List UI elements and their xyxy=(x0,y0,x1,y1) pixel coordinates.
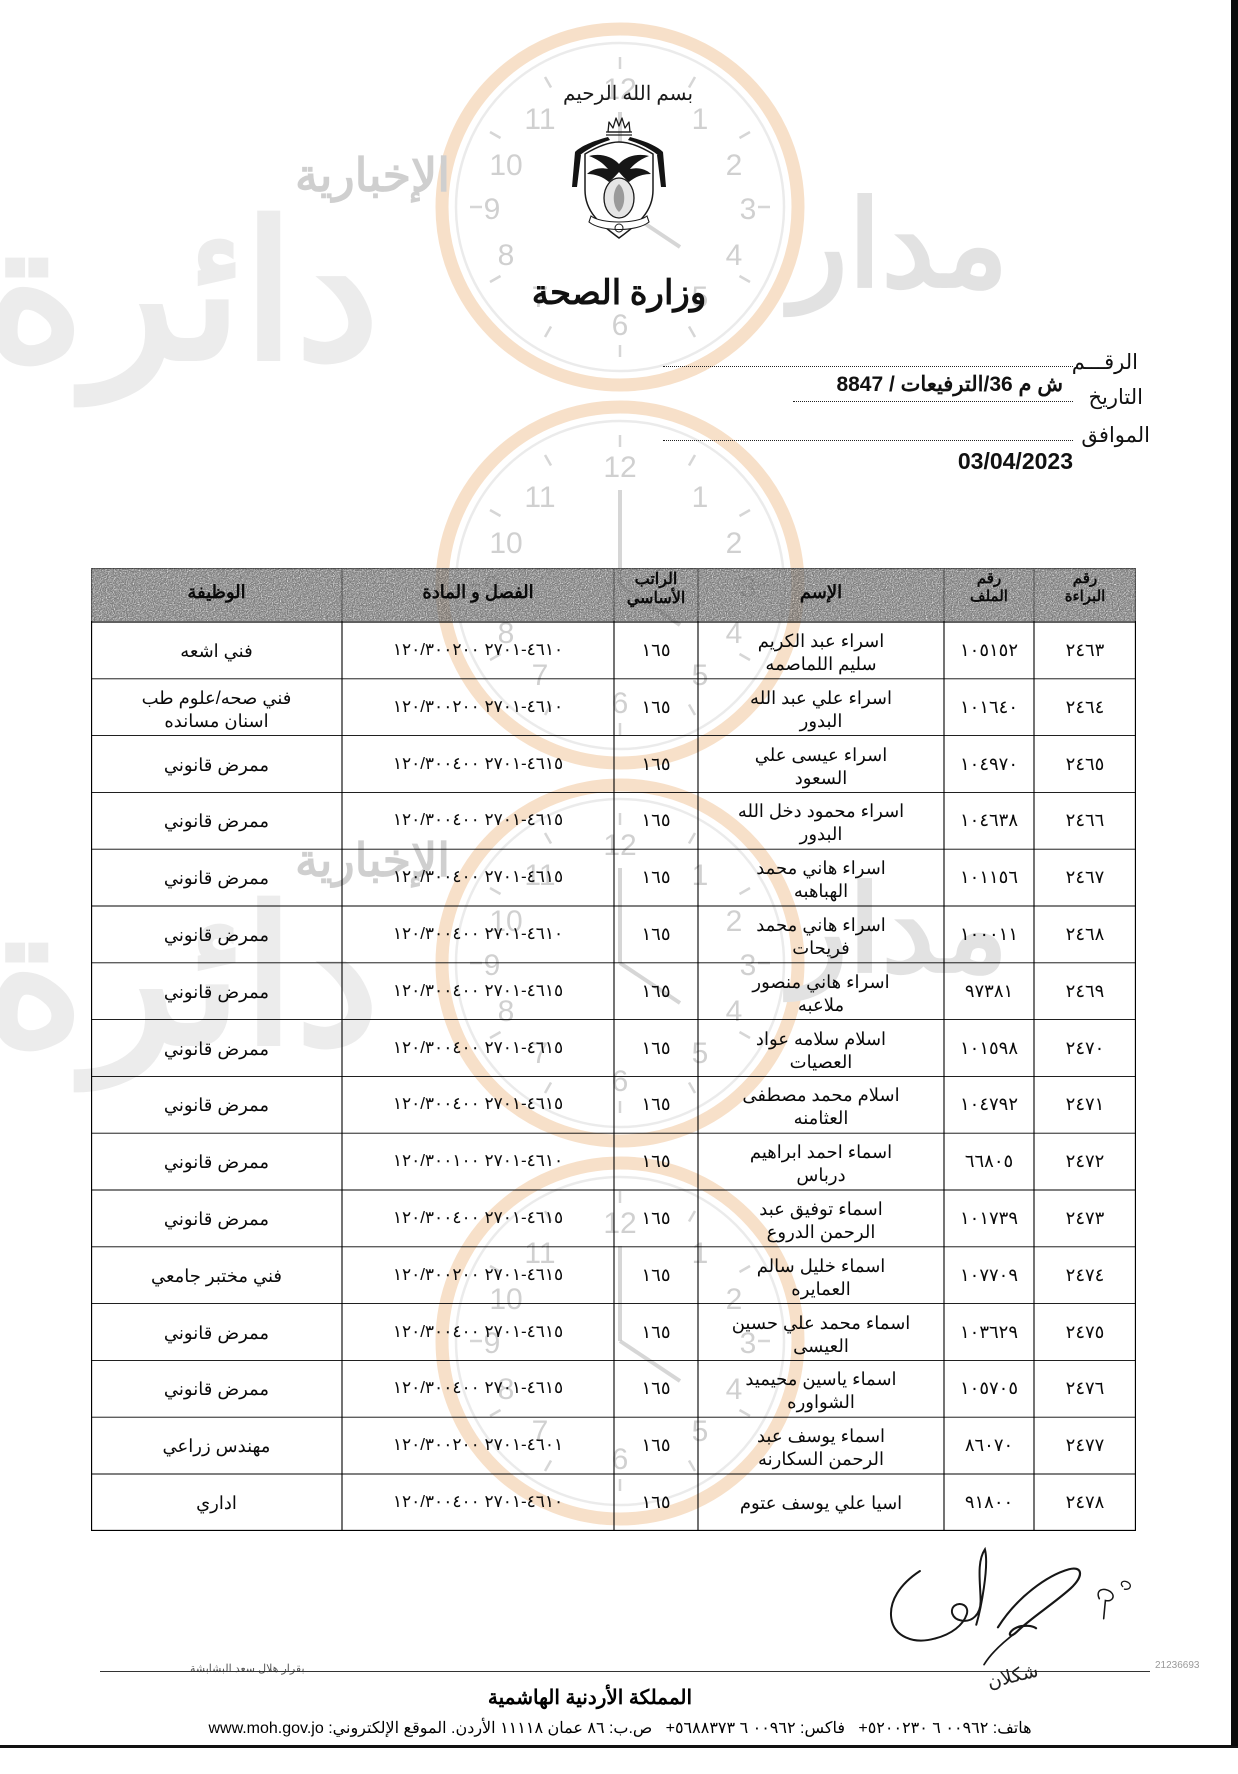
svg-text:بسم الله الرحيم: بسم الله الرحيم xyxy=(563,83,693,105)
svg-text:وزارة الصحة: وزارة الصحة xyxy=(532,275,706,313)
